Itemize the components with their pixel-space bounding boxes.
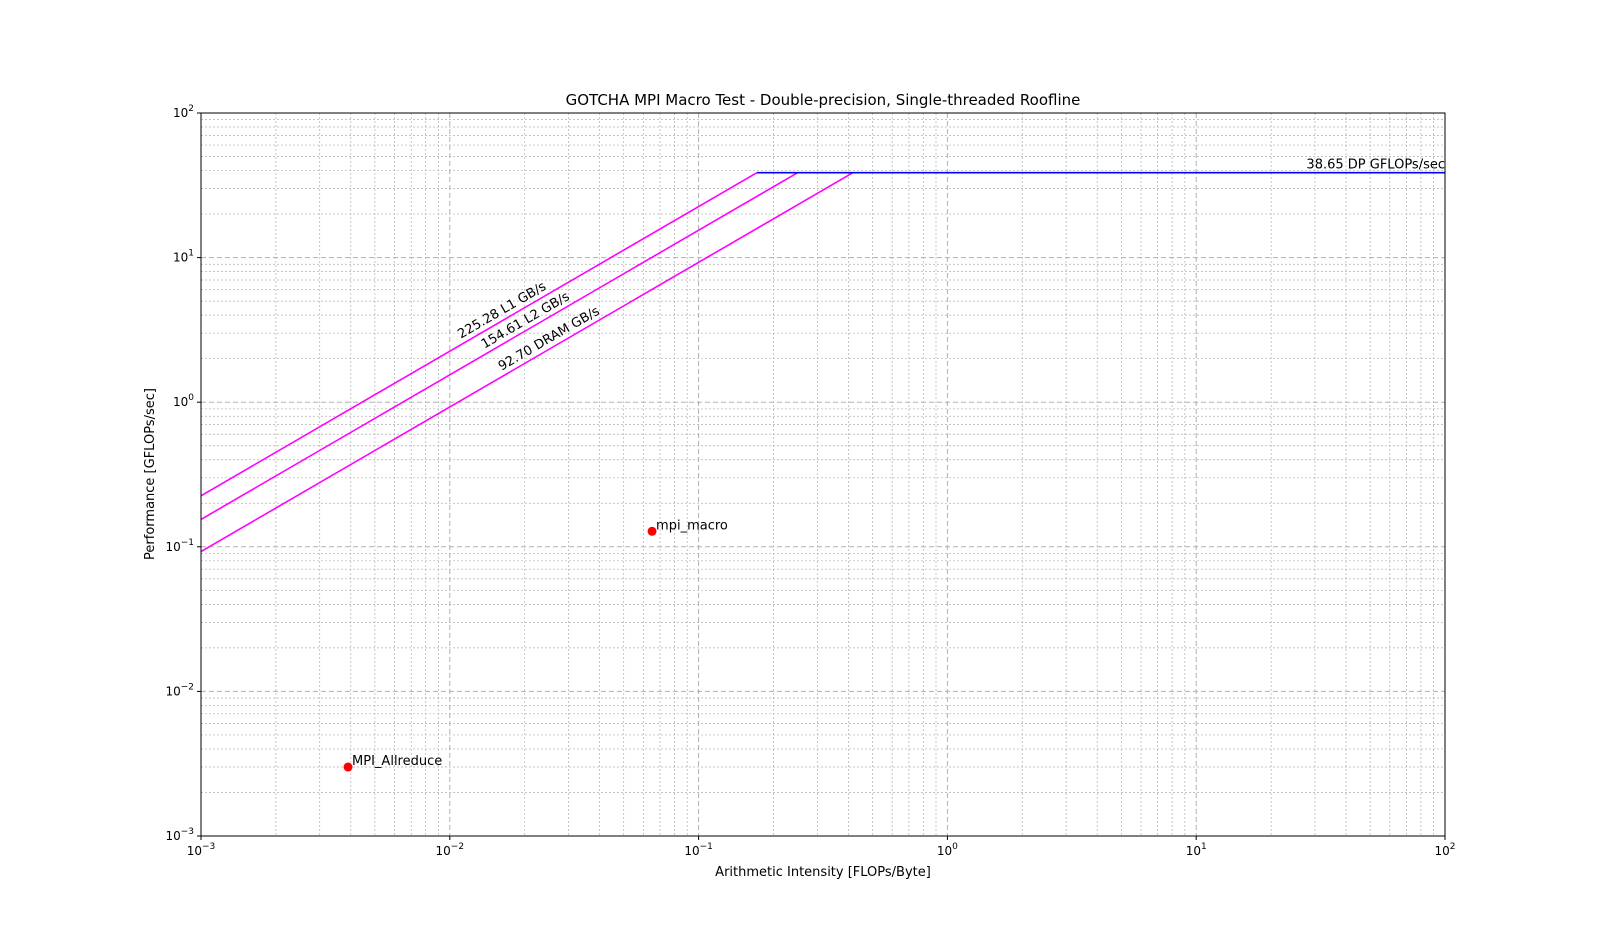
- y-tick-label: 10−3: [165, 827, 194, 843]
- x-tick-label: 10−2: [436, 842, 465, 858]
- compute-roof-label: 38.65 DP GFLOPs/sec: [1306, 158, 1445, 173]
- y-tick-label: 10−1: [165, 538, 194, 554]
- bandwidth-roof-line: [200, 172, 758, 497]
- data-point-label: MPI_Allreduce: [352, 754, 442, 769]
- x-axis-label: Arithmetic Intensity [FLOPs/Byte]: [715, 865, 931, 880]
- plot-frame: [200, 112, 1446, 837]
- bandwidth-roof-line: [200, 172, 854, 553]
- y-axis-label: Performance [GFLOPs/sec]: [143, 388, 158, 560]
- x-tick-label: 102: [1434, 842, 1455, 858]
- axis-ticks: 10−3 10−2 10−1 100 101 102 10−3 10−2 10−1 100 101 1…: [165, 104, 1455, 858]
- y-tick-label: 101: [173, 249, 194, 265]
- x-tick-label: 100: [937, 842, 958, 858]
- data-point-label: mpi_macro: [656, 518, 728, 533]
- data-point: [647, 526, 657, 536]
- data-point: [343, 762, 353, 772]
- grid-lines: [200, 112, 1446, 837]
- chart-title: GOTCHA MPI Macro Test - Double-precision…: [566, 91, 1081, 109]
- x-tick-label: 10−3: [187, 842, 216, 858]
- x-tick-label: 101: [1186, 842, 1207, 858]
- y-tick-label: 100: [173, 393, 194, 409]
- x-tick-label: 10−1: [684, 842, 713, 858]
- y-tick-label: 102: [173, 104, 194, 120]
- bandwidth-roof-line: [200, 172, 799, 521]
- y-tick-label: 10−2: [165, 682, 194, 698]
- data-points: mpi_macro MPI_Allreduce: [343, 518, 728, 772]
